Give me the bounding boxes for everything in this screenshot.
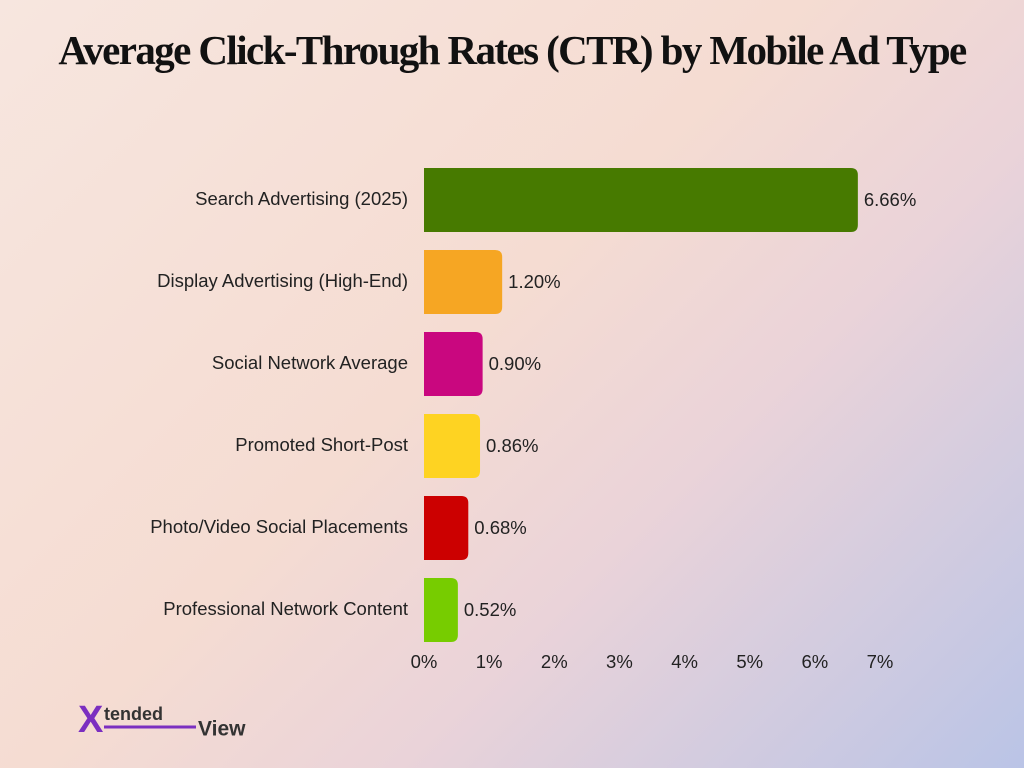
y-tick-label: Search Advertising (2025) (195, 188, 408, 209)
y-tick-label: Social Network Average (212, 352, 408, 373)
bar (424, 414, 481, 478)
bar (424, 168, 858, 232)
value-label: 1.20% (508, 271, 560, 292)
bar (424, 250, 503, 314)
x-tick-label: 5% (736, 651, 763, 672)
value-label: 0.90% (489, 353, 541, 374)
value-label: 0.86% (486, 435, 538, 456)
y-tick-label: Photo/Video Social Placements (150, 516, 408, 537)
logo-x: X (78, 699, 104, 741)
logo-text: tended (104, 704, 163, 724)
y-tick-label: Display Advertising (High-End) (157, 270, 408, 291)
y-tick-label: Promoted Short-Post (235, 434, 408, 455)
x-tick-label: 1% (476, 651, 503, 672)
bar (424, 578, 458, 642)
value-label: 0.68% (474, 517, 526, 538)
bar (424, 332, 483, 396)
x-tick-label: 2% (541, 651, 568, 672)
x-tick-label: 7% (867, 651, 894, 672)
x-tick-label: 6% (801, 651, 828, 672)
value-label: 0.52% (464, 599, 516, 620)
x-tick-label: 0% (411, 651, 438, 672)
value-label: 6.66% (864, 189, 916, 210)
chart-title: Average Click-Through Rates (CTR) by Mob… (58, 27, 967, 73)
y-tick-label: Professional Network Content (163, 598, 408, 619)
logo-text: View (198, 718, 246, 741)
x-tick-label: 3% (606, 651, 633, 672)
x-tick-label: 4% (671, 651, 698, 672)
bar (424, 496, 469, 560)
